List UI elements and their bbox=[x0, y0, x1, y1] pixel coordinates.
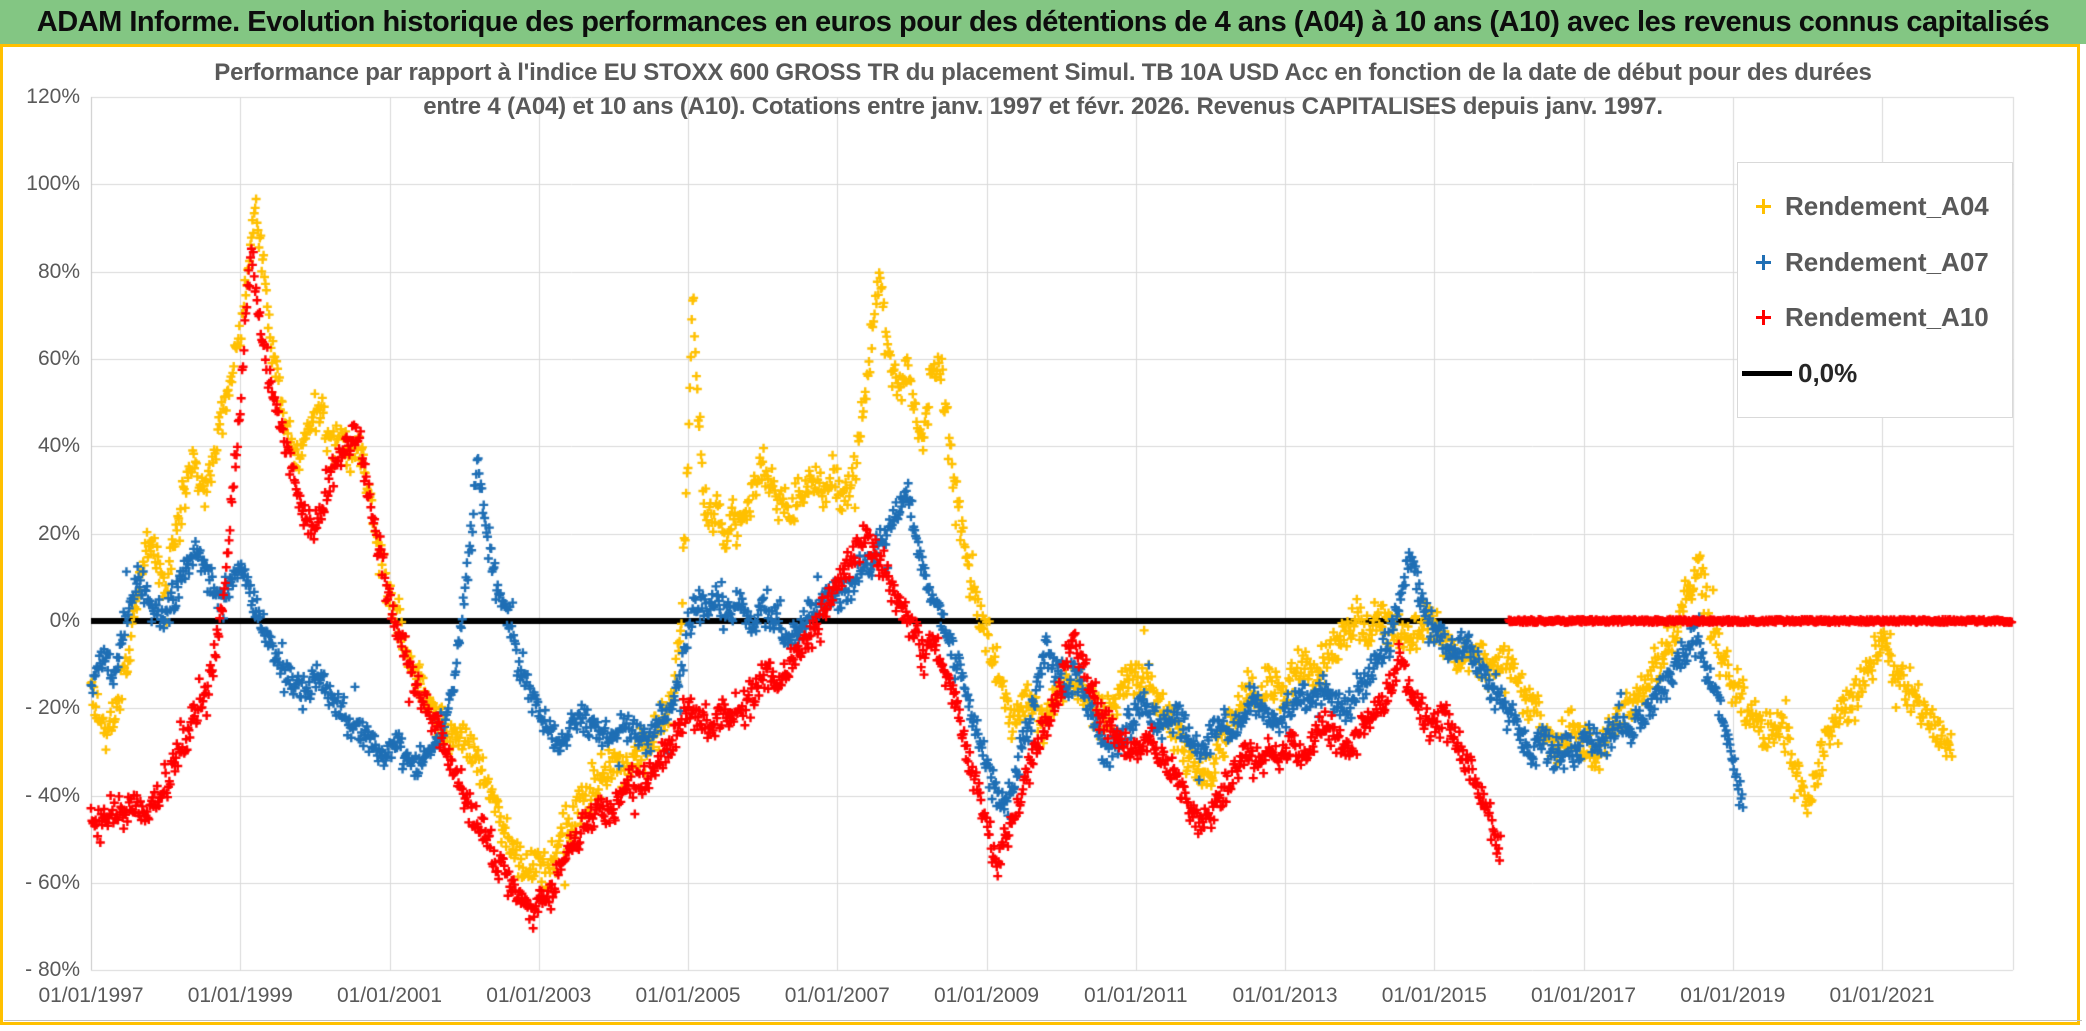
x-tick-label: 01/01/2009 bbox=[933, 984, 1040, 1007]
legend-label: 0,0% bbox=[1798, 357, 1858, 388]
x-tick-label: 01/01/1997 bbox=[38, 984, 144, 1007]
x-tick-label: 01/01/2019 bbox=[1680, 984, 1786, 1007]
x-tick-label: 01/01/2007 bbox=[784, 984, 890, 1007]
legend-entry: Rendement_A07 bbox=[1738, 247, 2012, 278]
x-tick-label: 01/01/2021 bbox=[1829, 984, 1935, 1007]
x-tick-label: 01/01/2005 bbox=[635, 984, 741, 1007]
legend-entry: 0,0% bbox=[1738, 358, 2012, 389]
y-tick-label: 120% bbox=[26, 85, 80, 109]
y-tick-label: - 20% bbox=[25, 696, 80, 720]
y-tick-label: 100% bbox=[26, 172, 80, 196]
bottom-divider bbox=[4, 1020, 2082, 1021]
y-tick-label: - 60% bbox=[25, 870, 80, 894]
legend-label: Rendement_A10 bbox=[1785, 302, 1989, 333]
y-tick-label: 60% bbox=[37, 347, 80, 371]
legend-entry: Rendement_A04 bbox=[1738, 191, 2012, 222]
y-tick-label: 80% bbox=[37, 259, 80, 283]
x-tick-label: 01/01/2015 bbox=[1381, 984, 1487, 1007]
x-tick-label: 01/01/1999 bbox=[187, 984, 293, 1007]
x-tick-label: 01/01/2017 bbox=[1530, 984, 1637, 1007]
legend-label: Rendement_A07 bbox=[1785, 246, 1989, 277]
legend-plus-icon bbox=[1756, 254, 1771, 270]
header-bar: ADAM Informe. Evolution historique des p… bbox=[0, 0, 2086, 44]
legend-label: Rendement_A04 bbox=[1785, 191, 1989, 222]
x-tick-label: 01/01/2003 bbox=[486, 984, 592, 1007]
page-title: ADAM Informe. Evolution historique des p… bbox=[36, 5, 2050, 38]
y-tick-label: 40% bbox=[37, 434, 80, 458]
legend-plus-icon bbox=[1756, 310, 1771, 326]
legend-entry: Rendement_A10 bbox=[1738, 302, 2012, 333]
chart-legend: Rendement_A04 Rendement_A07 Rendement_A10 0… bbox=[1737, 162, 2013, 418]
y-tick-label: - 80% bbox=[25, 958, 80, 982]
x-tick-label: 01/01/2011 bbox=[1083, 984, 1188, 1007]
chart-title-line1: Performance par rapport à l'indice EU ST… bbox=[214, 59, 1872, 86]
x-tick-label: 01/01/2001 bbox=[336, 984, 443, 1007]
y-tick-label: - 40% bbox=[25, 783, 80, 807]
chart-title: Performance par rapport à l'indice EU ST… bbox=[0, 56, 2086, 124]
legend-plus-icon bbox=[1756, 199, 1771, 215]
x-tick-label: 01/01/2013 bbox=[1232, 984, 1338, 1007]
y-tick-label: 20% bbox=[37, 521, 80, 545]
y-tick-label: 0% bbox=[49, 609, 80, 632]
chart-title-line2: entre 4 (A04) et 10 ans (A10). Cotations… bbox=[423, 93, 1663, 120]
legend-line-icon bbox=[1742, 370, 1792, 376]
